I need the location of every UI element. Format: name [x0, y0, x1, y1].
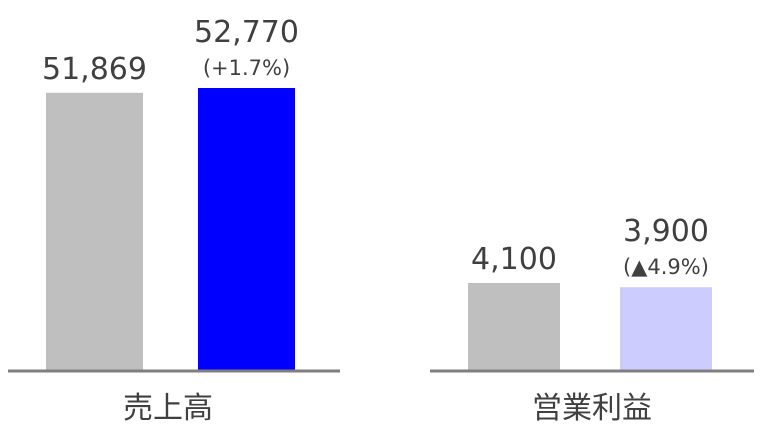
value-label-sales-prev: 51,869: [42, 52, 147, 87]
value-label-op-prev: 4,100: [471, 242, 557, 277]
bar-sales-prev: [46, 92, 143, 371]
group-label-sales: 売上高: [123, 391, 213, 424]
bar-op-prev: [468, 283, 560, 370]
bar-sales-curr: [198, 88, 295, 370]
change-label-op: (▲4.9%): [623, 255, 709, 279]
bar-op-curr: [620, 287, 712, 370]
group-label-op: 営業利益: [532, 391, 652, 424]
panel-sales: 51,869 52,770 (+1.7%) 売上高: [8, 15, 340, 424]
value-label-op-curr: 3,900: [623, 214, 709, 249]
value-label-sales-curr: 52,770: [194, 15, 299, 50]
change-label-sales: (+1.7%): [203, 56, 290, 80]
panel-operating-profit: 4,100 3,900 (▲4.9%) 営業利益: [430, 214, 754, 424]
